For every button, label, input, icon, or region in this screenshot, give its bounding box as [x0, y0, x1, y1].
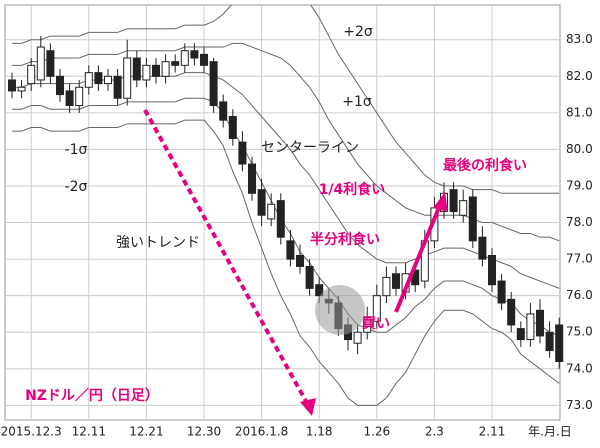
- candle-body: [305, 265, 314, 289]
- x-tick-label: 2015.12.3: [1, 425, 62, 439]
- candle-body: [84, 72, 93, 88]
- band-line: [12, 97, 560, 337]
- candle-body: [248, 163, 256, 194]
- x-tick-label: 2016.1.8: [235, 425, 288, 439]
- candle-body: [459, 200, 468, 216]
- candle-body: [36, 46, 45, 81]
- candle-body: [65, 90, 74, 107]
- x-axis-label: 年.月.日: [528, 425, 572, 439]
- annotation: 1/4利食い: [319, 181, 386, 198]
- candle-body: [94, 72, 103, 85]
- candle-body: [353, 331, 362, 344]
- candle-body: [392, 273, 400, 289]
- band-line: [12, 119, 560, 406]
- candle-body: [488, 254, 496, 286]
- annotation: -1σ: [65, 142, 88, 158]
- candle-body: [46, 50, 55, 77]
- annotation-shapes: [143, 109, 448, 416]
- annotation: NZドル／円（日足）: [25, 388, 159, 404]
- candle-body: [152, 64, 160, 77]
- x-tick-label: 1.26: [363, 425, 390, 439]
- y-tick-label: 79.0: [566, 178, 593, 192]
- candle-body: [17, 86, 26, 92]
- y-tick-label: 76.0: [566, 288, 593, 302]
- candle-body: [257, 189, 266, 216]
- annotation: +2σ: [343, 24, 373, 40]
- x-tick-label: 12.11: [72, 425, 106, 439]
- candle-body: [180, 50, 189, 66]
- y-tick-label: 73.0: [566, 398, 593, 412]
- candle-body: [123, 57, 132, 99]
- candle-body: [555, 324, 564, 362]
- x-tick-label: 2.3: [425, 425, 444, 439]
- x-tick-label: 12.21: [129, 425, 163, 439]
- y-tick-label: 75.0: [566, 325, 593, 339]
- candle-body: [113, 75, 122, 99]
- candle-body: [468, 196, 477, 242]
- candle-body: [27, 64, 36, 85]
- y-tick-label: 82.0: [566, 69, 593, 83]
- candle-body: [209, 61, 218, 107]
- candle-body: [8, 79, 16, 92]
- candle-body: [228, 116, 237, 139]
- x-tick-label: 1.18: [306, 425, 333, 439]
- candle-body: [372, 295, 381, 322]
- y-tick-label: 83.0: [566, 32, 593, 46]
- candle-body: [382, 276, 391, 297]
- annotation: センターライン: [261, 140, 359, 156]
- candle-body: [507, 298, 516, 326]
- y-tick-label: 80.0: [566, 142, 593, 156]
- candle-body: [238, 141, 247, 165]
- trend-arrow-head: [300, 398, 316, 416]
- candle-body: [56, 75, 64, 96]
- trend-arrow: [143, 109, 310, 406]
- annotation: 買い: [362, 316, 390, 332]
- buy-arrow-head: [433, 192, 448, 212]
- annotation: 強いトレンド: [116, 235, 200, 251]
- annotation: 半分利食い: [310, 231, 380, 248]
- buy-circle: [315, 285, 365, 335]
- candle-body: [267, 203, 276, 220]
- candle-body: [161, 61, 170, 77]
- x-tick-label: 12.30: [187, 425, 221, 439]
- candle-body: [142, 64, 151, 81]
- candle-body: [276, 200, 285, 238]
- y-tick-label: 77.0: [566, 252, 593, 266]
- candle-body: [286, 240, 295, 260]
- labels: 73.0 74.0 75.0 76.0 77.0 78.0 79.0 80.0 81.0 82.0…: [1, 24, 593, 439]
- candle-body: [200, 53, 208, 66]
- band-line: [12, 42, 560, 242]
- candle-body: [545, 331, 554, 352]
- x-tick-label: 2.11: [479, 425, 506, 439]
- y-tick-label: 81.0: [566, 105, 593, 119]
- candle-body: [526, 313, 535, 341]
- candle-body: [219, 101, 228, 121]
- candle-body: [497, 280, 506, 304]
- candle-body: [315, 284, 324, 297]
- band-line: [12, 5, 560, 194]
- bollinger-bands: [12, 5, 560, 406]
- candle-body: [478, 236, 487, 260]
- candle-body: [363, 317, 372, 333]
- candle-body: [449, 189, 458, 213]
- candle-body: [171, 61, 180, 66]
- candle-body: [132, 57, 141, 81]
- candle-body: [104, 75, 112, 85]
- annotation: 最後の利食い: [443, 157, 527, 174]
- annotation: +1σ: [342, 94, 372, 110]
- y-tick-label: 74.0: [566, 361, 593, 375]
- buy-arrow: [394, 204, 442, 313]
- annotation: -2σ: [65, 179, 88, 195]
- candle-body: [536, 309, 544, 337]
- candle-body: [516, 328, 525, 341]
- candle-body: [296, 254, 304, 267]
- candle-body: [190, 50, 199, 59]
- band-line: [12, 72, 560, 289]
- candle-body: [75, 86, 84, 107]
- y-tick-label: 78.0: [566, 215, 593, 229]
